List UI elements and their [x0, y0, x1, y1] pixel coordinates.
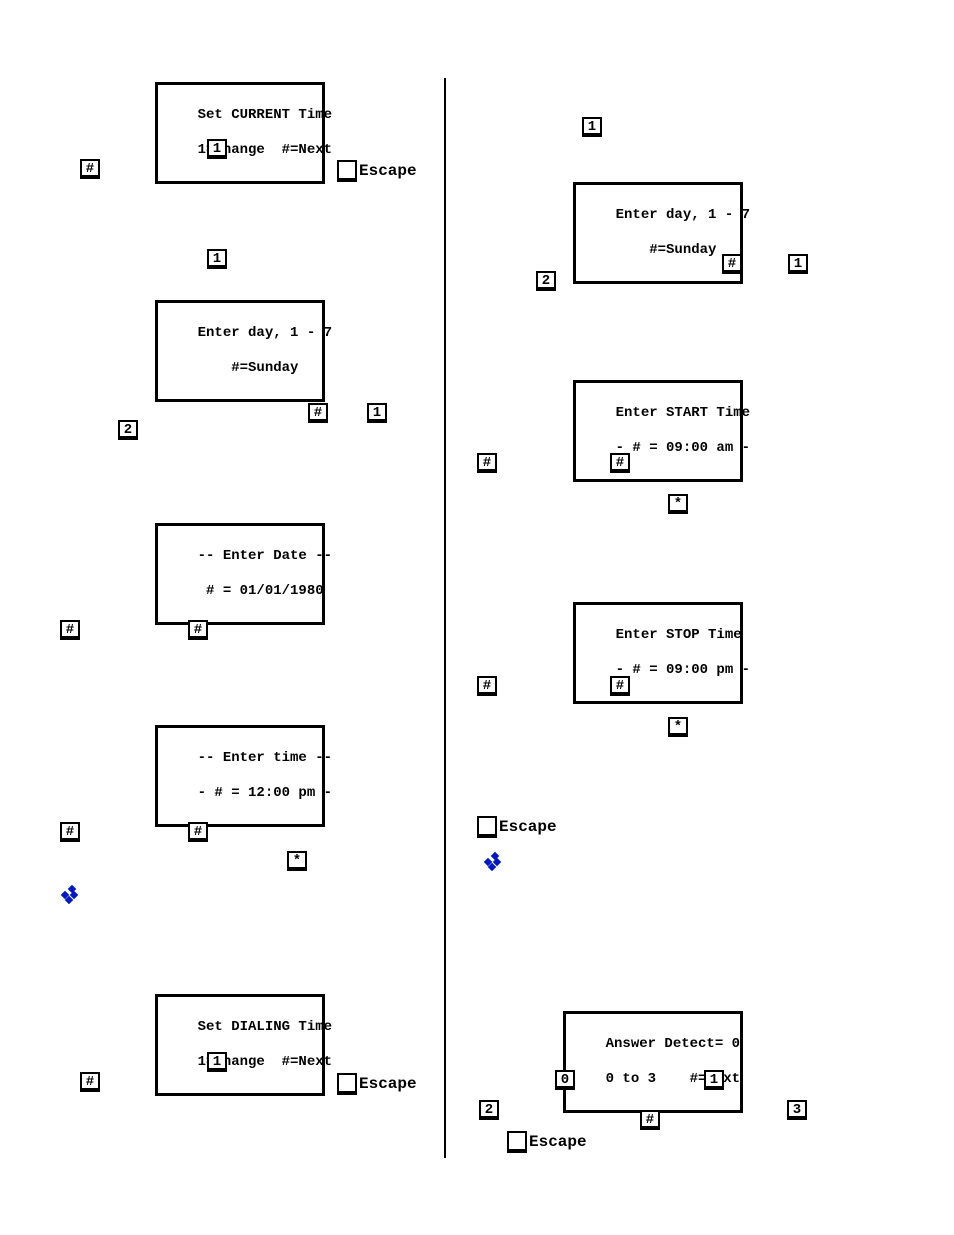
- key-hash[interactable]: #: [610, 676, 630, 696]
- key-1[interactable]: 1: [207, 139, 227, 159]
- escape-button[interactable]: Escape: [337, 1073, 417, 1095]
- panel-line: -- Enter Date --: [198, 548, 332, 564]
- key-hash[interactable]: #: [80, 1072, 100, 1092]
- panel-enter-start-time: Enter START Time - # = 09:00 am -: [573, 380, 743, 482]
- key-hash[interactable]: #: [308, 403, 328, 423]
- key-hash[interactable]: #: [80, 159, 100, 179]
- key-1[interactable]: 1: [207, 1052, 227, 1072]
- key-hash[interactable]: #: [610, 453, 630, 473]
- key-star[interactable]: *: [668, 717, 688, 737]
- escape-label: Escape: [359, 162, 417, 180]
- diagram-canvas: { "colors": { "ink": "#000000", "bg": "#…: [0, 0, 954, 1235]
- key-hash[interactable]: #: [60, 822, 80, 842]
- panel-enter-date: -- Enter Date -- # = 01/01/1980: [155, 523, 325, 625]
- key-hash[interactable]: #: [60, 620, 80, 640]
- panel-set-current-time: Set CURRENT Time 1=Change #=Next: [155, 82, 325, 184]
- panel-line: -- Enter time --: [198, 750, 332, 766]
- key-1[interactable]: 1: [207, 249, 227, 269]
- panel-line: Enter STOP Time: [616, 627, 742, 643]
- escape-icon: [337, 1073, 357, 1095]
- escape-icon: [507, 1131, 527, 1153]
- panel-answer-detect: Answer Detect= 0 0 to 3 #=Next: [563, 1011, 743, 1113]
- key-1[interactable]: 1: [582, 117, 602, 137]
- key-2[interactable]: 2: [536, 271, 556, 291]
- key-star[interactable]: *: [668, 494, 688, 514]
- escape-label: Escape: [359, 1075, 417, 1093]
- column-divider: [444, 78, 446, 1158]
- escape-icon: [477, 816, 497, 838]
- key-1[interactable]: 1: [704, 1070, 724, 1090]
- panel-line: # = 01/01/1980: [198, 583, 324, 599]
- key-star[interactable]: *: [287, 851, 307, 871]
- panel-line: - # = 12:00 pm -: [198, 785, 332, 801]
- panel-line: - # = 09:00 pm -: [616, 662, 750, 678]
- panel-set-dialing-time: Set DIALING Time 1=Change #=Next: [155, 994, 325, 1096]
- escape-icon: [337, 160, 357, 182]
- key-2[interactable]: 2: [479, 1100, 499, 1120]
- panel-line: Answer Detect= 0: [606, 1036, 740, 1052]
- panel-enter-stop-time: Enter STOP Time - # = 09:00 pm -: [573, 602, 743, 704]
- key-hash[interactable]: #: [477, 676, 497, 696]
- panel-line: Set DIALING Time: [198, 1019, 332, 1035]
- key-0[interactable]: 0: [555, 1070, 575, 1090]
- key-3[interactable]: 3: [787, 1100, 807, 1120]
- escape-label: Escape: [499, 818, 557, 836]
- panel-enter-time: -- Enter time -- - # = 12:00 pm -: [155, 725, 325, 827]
- key-1[interactable]: 1: [788, 254, 808, 274]
- escape-button[interactable]: Escape: [477, 816, 557, 838]
- key-hash[interactable]: #: [188, 620, 208, 640]
- key-hash[interactable]: #: [640, 1110, 660, 1130]
- key-1[interactable]: 1: [367, 403, 387, 423]
- note-marker-icon: [482, 851, 502, 871]
- panel-line: #=Sunday: [616, 242, 717, 258]
- key-hash[interactable]: #: [477, 453, 497, 473]
- panel-line: - # = 09:00 am -: [616, 440, 750, 456]
- note-marker-icon: [59, 884, 79, 904]
- panel-line: Enter day, 1 - 7: [198, 325, 332, 341]
- panel-enter-day-left: Enter day, 1 - 7 #=Sunday: [155, 300, 325, 402]
- escape-label: Escape: [529, 1133, 587, 1151]
- key-hash[interactable]: #: [188, 822, 208, 842]
- panel-enter-day-right: Enter day, 1 - 7 #=Sunday: [573, 182, 743, 284]
- panel-line: Set CURRENT Time: [198, 107, 332, 123]
- escape-button[interactable]: Escape: [337, 160, 417, 182]
- panel-line: Enter START Time: [616, 405, 750, 421]
- key-2[interactable]: 2: [118, 420, 138, 440]
- key-hash[interactable]: #: [722, 254, 742, 274]
- panel-line: Enter day, 1 - 7: [616, 207, 750, 223]
- escape-button[interactable]: Escape: [507, 1131, 587, 1153]
- panel-line: #=Sunday: [198, 360, 299, 376]
